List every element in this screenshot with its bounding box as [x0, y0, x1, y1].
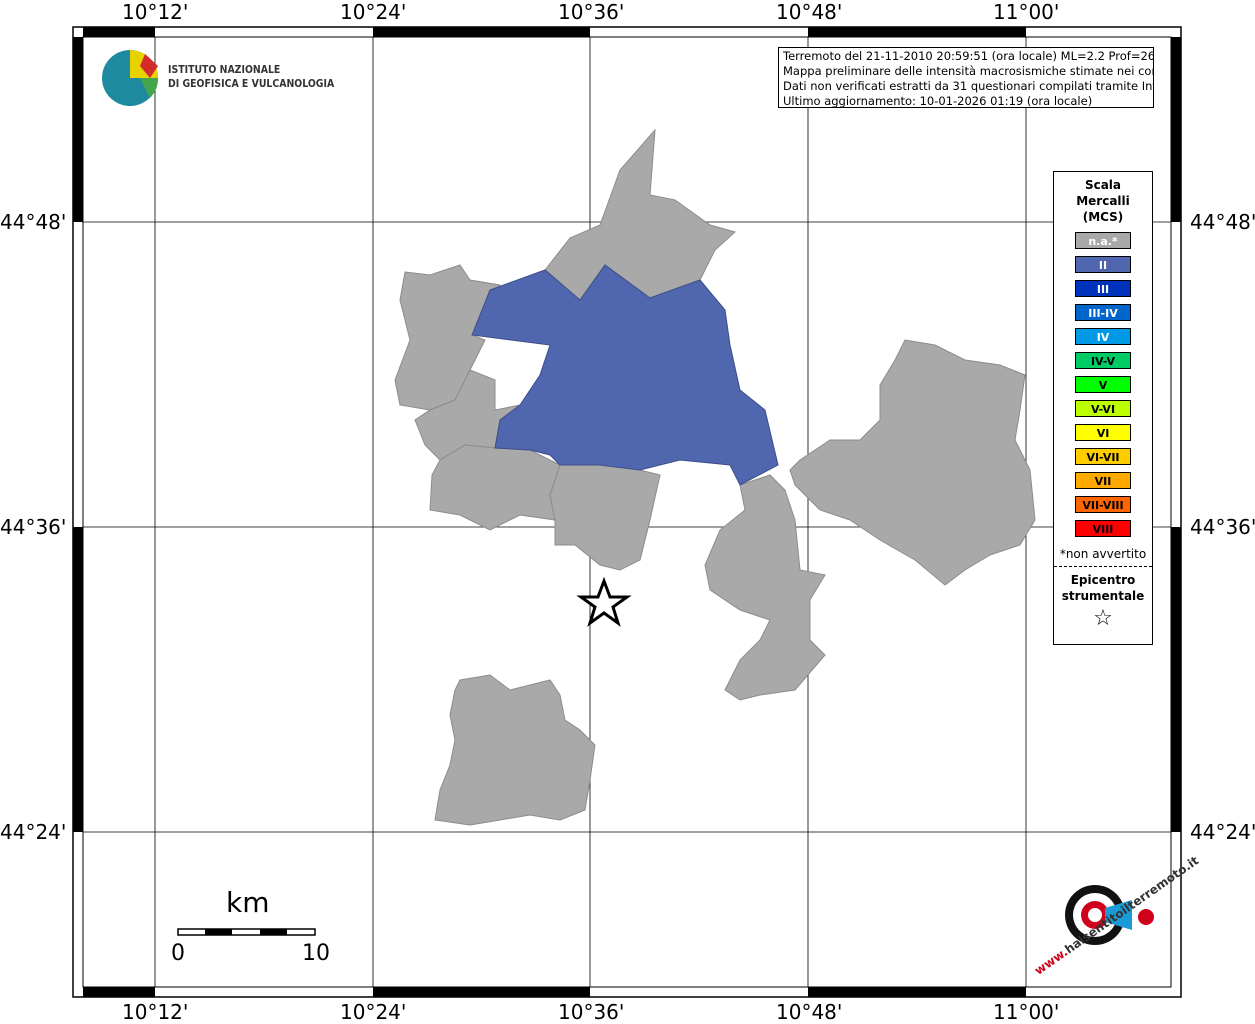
epicenter-star-icon — [576, 576, 632, 627]
legend-item: VI-VII — [1075, 448, 1131, 465]
municipality-na — [429, 444, 561, 531]
lon-label: 10°24' — [340, 1000, 407, 1024]
lon-label: 11°00' — [993, 1000, 1060, 1024]
legend-item: VII-VIII — [1075, 496, 1131, 513]
municipality-na — [434, 674, 596, 826]
lon-label: 10°12' — [122, 1000, 189, 1024]
info-line: Mappa preliminare delle intensità macros… — [783, 64, 1154, 78]
lon-label: 11°00' — [993, 0, 1060, 24]
hsit-logo-icon — [1065, 885, 1154, 945]
legend-item: VI — [1075, 424, 1131, 441]
lat-label: 44°48' — [1190, 210, 1255, 234]
info-line: Terremoto del 21-11-2010 20:59:51 (ora l… — [783, 49, 1154, 63]
epicenter-star-icon: ☆ — [1093, 606, 1113, 631]
lon-label: 10°24' — [340, 0, 407, 24]
scalebar — [177, 928, 316, 936]
municipalities-na — [394, 128, 1036, 826]
municipality-na — [789, 339, 1036, 586]
legend: Scala Mercalli (MCS) n.a.* II III III-IV IV IV-… — [1053, 171, 1153, 645]
legend-item: IV — [1075, 328, 1131, 345]
lon-label: 10°36' — [558, 1000, 625, 1024]
legend-epicenter-label: Epicentro strumentale — [1061, 573, 1145, 603]
legend-item: II — [1075, 256, 1131, 273]
municipality-intensity-ii — [471, 264, 779, 486]
legend-item: VII — [1075, 472, 1131, 489]
event-info-box: Terremoto del 21-11-2010 20:59:51 (ora l… — [778, 47, 1154, 108]
lon-label: 10°36' — [558, 0, 625, 24]
ingv-logo-icon — [102, 50, 159, 106]
municipality-na — [394, 264, 501, 411]
legend-item: III — [1075, 280, 1131, 297]
municipality-na — [704, 474, 826, 701]
lat-label: 44°36' — [1190, 515, 1255, 539]
info-line: Ultimo aggiornamento: 10-01-2026 01:19 (… — [783, 94, 1093, 108]
logo-line: DI GEOFISICA E VULCANOLOGIA — [168, 77, 335, 90]
frame-ticks — [73, 27, 1181, 997]
logo-line: ISTITUTO NAZIONALE — [168, 63, 281, 76]
legend-note: *non avvertito — [1059, 547, 1147, 561]
lon-label: 10°48' — [776, 0, 843, 24]
scalebar-unit: km — [226, 886, 270, 919]
legend-item: IV-V — [1075, 352, 1131, 369]
legend-item: V-VI — [1075, 400, 1131, 417]
lat-label: 44°36' — [0, 515, 67, 539]
lat-label: 44°24' — [1190, 820, 1255, 844]
lat-label: 44°48' — [0, 210, 67, 234]
lat-label: 44°24' — [0, 820, 67, 844]
scalebar-start: 0 — [171, 941, 185, 966]
info-line: Dati non verificati estratti da 31 quest… — [783, 79, 1154, 93]
ingv-logo-text: ISTITUTO NAZIONALE DI GEOFISICA E VULCAN… — [168, 63, 334, 91]
legend-item: V — [1075, 376, 1131, 393]
municipality-na — [544, 128, 737, 301]
municipality-na — [549, 464, 661, 571]
legend-item: III-IV — [1075, 304, 1131, 321]
legend-item: n.a.* — [1075, 232, 1131, 249]
scalebar-end: 10 — [302, 941, 330, 966]
lon-label: 10°12' — [122, 0, 189, 24]
legend-item: VIII — [1075, 520, 1131, 537]
lon-label: 10°48' — [776, 1000, 843, 1024]
legend-title: Scala Mercalli (MCS) — [1076, 178, 1130, 224]
